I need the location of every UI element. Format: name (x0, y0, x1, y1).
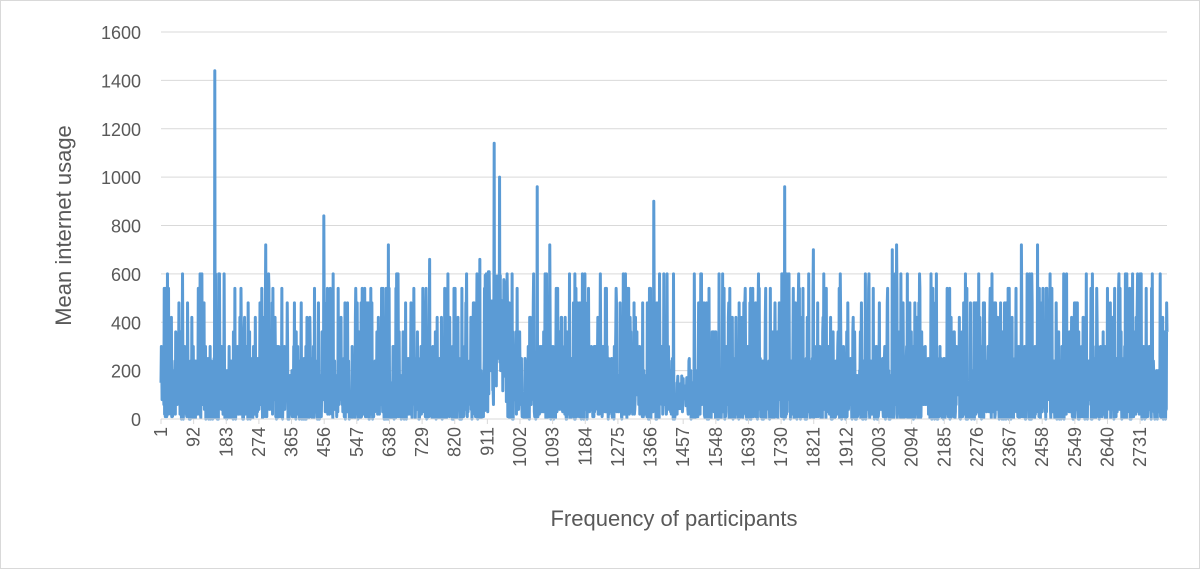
x-tick-label: 2458 (1032, 427, 1052, 467)
x-tick-label: 2640 (1097, 427, 1117, 467)
x-tick-label: 1184 (575, 427, 595, 466)
x-tick-label: 729 (412, 427, 432, 457)
x-tick-label: 1 (151, 427, 171, 437)
y-axis-title: Mean internet usage (51, 125, 76, 326)
y-tick-label: 1600 (101, 23, 141, 43)
x-tick-label: 183 (216, 427, 236, 457)
x-tick-labels: 1 92 183 274 365 456 547 638 729 820 911 1002 1093 11… (151, 427, 1150, 467)
x-tick-label: 2731 (1130, 427, 1150, 467)
x-tick-label: 911 (477, 427, 497, 456)
x-tick-label: 1821 (804, 427, 824, 467)
y-tick-label: 600 (111, 265, 141, 285)
x-tick-label: 1639 (738, 427, 758, 467)
x-tick-label: 1548 (706, 427, 726, 467)
x-tick-label: 1457 (673, 427, 693, 467)
x-axis-title: Frequency of participants (550, 506, 797, 531)
y-tick-label: 1200 (101, 120, 141, 140)
x-tick-label: 820 (445, 427, 465, 457)
x-tick-label: 274 (249, 427, 269, 457)
y-tick-labels: 0 200 400 600 800 1000 1200 1400 1600 (101, 23, 141, 430)
x-tick-label: 1912 (836, 427, 856, 467)
x-tick-label: 2094 (902, 427, 922, 467)
x-tick-label: 2276 (967, 427, 987, 467)
x-tick-label: 92 (184, 427, 204, 447)
y-tick-label: 1000 (101, 168, 141, 188)
x-tick-label: 1275 (608, 427, 628, 467)
axes (160, 418, 1167, 424)
x-tick-label: 2367 (1000, 427, 1020, 467)
y-tick-label: 1400 (101, 71, 141, 91)
x-tick-label: 2549 (1065, 427, 1085, 467)
x-tick-label: 2185 (934, 427, 954, 467)
series-line (159, 69, 1169, 421)
x-tick-label: 1366 (641, 427, 661, 467)
x-tick-label: 1730 (771, 427, 791, 467)
x-tick-label: 365 (282, 427, 302, 457)
y-tick-label: 800 (111, 217, 141, 237)
x-tick-label: 456 (314, 427, 334, 457)
y-tick-label: 200 (111, 362, 141, 382)
x-tick-label: 547 (347, 427, 367, 457)
x-tick-label: 1093 (543, 427, 563, 467)
y-tick-label: 400 (111, 313, 141, 333)
y-tick-label: 0 (131, 410, 141, 430)
series-group (159, 69, 1169, 421)
x-tick-label: 638 (379, 427, 399, 457)
x-tick-label: 1002 (510, 427, 530, 467)
x-tick-label: 2003 (869, 427, 889, 467)
